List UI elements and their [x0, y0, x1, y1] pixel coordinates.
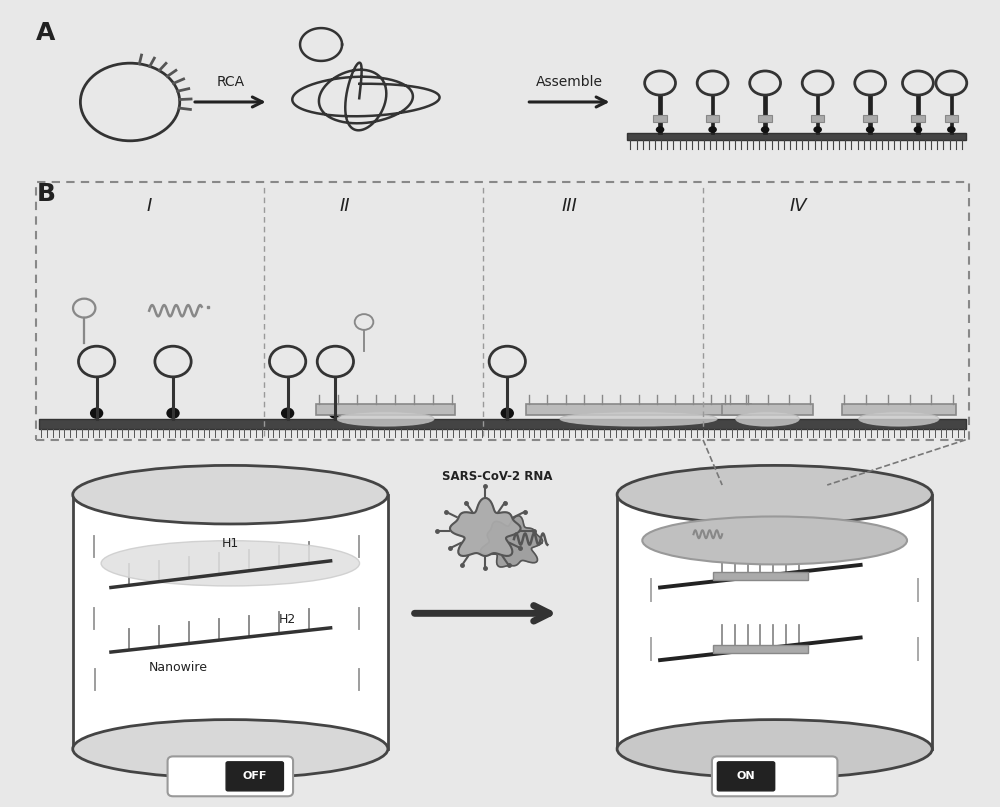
- Text: ON: ON: [737, 771, 755, 781]
- Ellipse shape: [736, 412, 799, 426]
- Ellipse shape: [337, 412, 434, 426]
- Bar: [617, 495, 932, 749]
- Bar: [916, 95, 920, 134]
- Polygon shape: [480, 516, 543, 567]
- Text: B: B: [37, 182, 56, 206]
- Bar: [722, 404, 813, 415]
- Text: Assemble: Assemble: [536, 74, 603, 89]
- Text: Nanowire: Nanowire: [148, 662, 207, 675]
- Bar: [842, 404, 956, 415]
- Text: RCA: RCA: [216, 74, 244, 89]
- Circle shape: [914, 126, 922, 133]
- Ellipse shape: [859, 412, 939, 426]
- Ellipse shape: [73, 466, 388, 524]
- Bar: [713, 645, 808, 653]
- Polygon shape: [450, 498, 521, 556]
- Text: H2: H2: [279, 613, 296, 626]
- Circle shape: [813, 126, 822, 133]
- Bar: [73, 495, 388, 749]
- Bar: [316, 404, 455, 415]
- FancyBboxPatch shape: [168, 756, 293, 797]
- Text: II: II: [340, 197, 350, 215]
- Bar: [950, 95, 953, 134]
- Ellipse shape: [642, 516, 907, 564]
- Circle shape: [501, 408, 514, 419]
- Text: I: I: [147, 197, 152, 215]
- Bar: [711, 95, 714, 134]
- FancyBboxPatch shape: [712, 756, 837, 797]
- Bar: [627, 132, 966, 140]
- Text: SARS-CoV-2 RNA: SARS-CoV-2 RNA: [442, 470, 552, 483]
- Text: H1: H1: [222, 537, 239, 550]
- Bar: [868, 95, 872, 134]
- Circle shape: [656, 126, 664, 133]
- Bar: [36, 182, 969, 440]
- Bar: [763, 95, 767, 134]
- FancyBboxPatch shape: [717, 762, 775, 791]
- Bar: [758, 115, 772, 123]
- Bar: [863, 115, 877, 123]
- Circle shape: [166, 408, 180, 419]
- Circle shape: [329, 408, 342, 419]
- Bar: [713, 572, 808, 580]
- FancyBboxPatch shape: [226, 762, 283, 791]
- Bar: [816, 95, 819, 134]
- Ellipse shape: [617, 720, 932, 778]
- Text: IV: IV: [790, 197, 807, 215]
- Text: OFF: OFF: [243, 771, 267, 781]
- Bar: [911, 115, 925, 123]
- Ellipse shape: [73, 720, 388, 778]
- Circle shape: [281, 408, 294, 419]
- Bar: [706, 115, 719, 123]
- Ellipse shape: [617, 466, 932, 524]
- Circle shape: [708, 126, 717, 133]
- Ellipse shape: [560, 412, 717, 426]
- Bar: [811, 115, 824, 123]
- Circle shape: [90, 408, 103, 419]
- Bar: [945, 115, 958, 123]
- Ellipse shape: [101, 541, 360, 586]
- Text: III: III: [561, 197, 577, 215]
- Circle shape: [761, 126, 769, 133]
- Circle shape: [947, 126, 956, 133]
- Text: A: A: [36, 20, 56, 44]
- Bar: [653, 115, 667, 123]
- Bar: [526, 404, 751, 415]
- Bar: [658, 95, 662, 134]
- Circle shape: [866, 126, 874, 133]
- Bar: [39, 419, 966, 429]
